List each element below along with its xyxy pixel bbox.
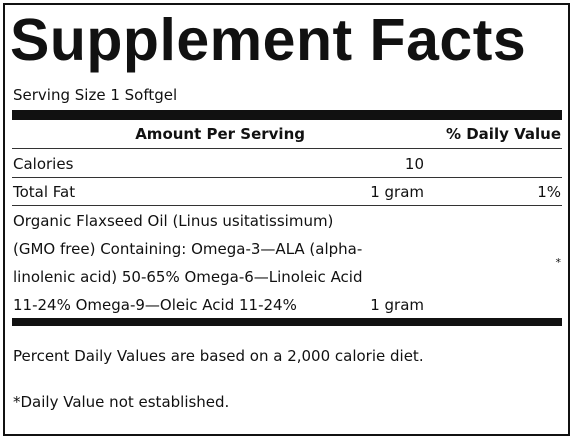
label-border xyxy=(3,3,570,436)
row-name-line: Organic Flaxseed Oil (Linus usitatissimu… xyxy=(13,212,334,230)
footnote: Percent Daily Values are based on a 2,00… xyxy=(13,347,424,365)
title: Supplement Facts xyxy=(10,7,527,73)
row-name-line: 11-24% Omega-9—Oleic Acid 11-24% xyxy=(13,296,297,314)
rule xyxy=(12,205,562,206)
row-name-line: linolenic acid) 50-65% Omega-6—Linoleic … xyxy=(13,268,363,286)
rule xyxy=(12,177,562,178)
row-daily-value: * xyxy=(555,256,562,269)
row-amount: 10 xyxy=(404,155,424,173)
row-name: Total Fat xyxy=(13,183,76,201)
rule xyxy=(12,148,562,149)
thick-bar xyxy=(12,110,562,120)
header-daily-value: % Daily Value xyxy=(445,125,561,143)
header-amount: Amount Per Serving xyxy=(135,125,305,143)
row-name-line: (GMO free) Containing: Omega-3—ALA (alph… xyxy=(13,240,363,258)
footnote: *Daily Value not established. xyxy=(13,393,230,411)
serving-size: Serving Size 1 Softgel xyxy=(13,86,178,104)
row-daily-value: 1% xyxy=(537,183,561,201)
row-amount: 1 gram xyxy=(370,296,424,314)
row-name: Calories xyxy=(13,155,74,173)
thick-bar xyxy=(12,318,562,326)
row-amount: 1 gram xyxy=(370,183,424,201)
